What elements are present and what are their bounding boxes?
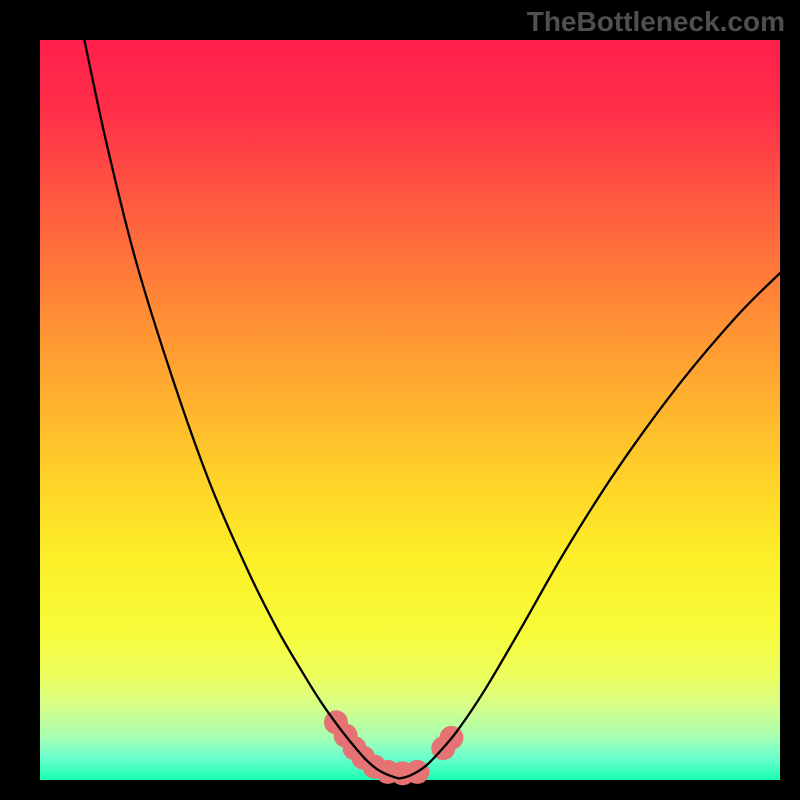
left-curve [84, 40, 399, 779]
chart-canvas: TheBottleneck.com [0, 0, 800, 800]
right-curve [399, 273, 780, 778]
chart-svg [0, 0, 800, 800]
